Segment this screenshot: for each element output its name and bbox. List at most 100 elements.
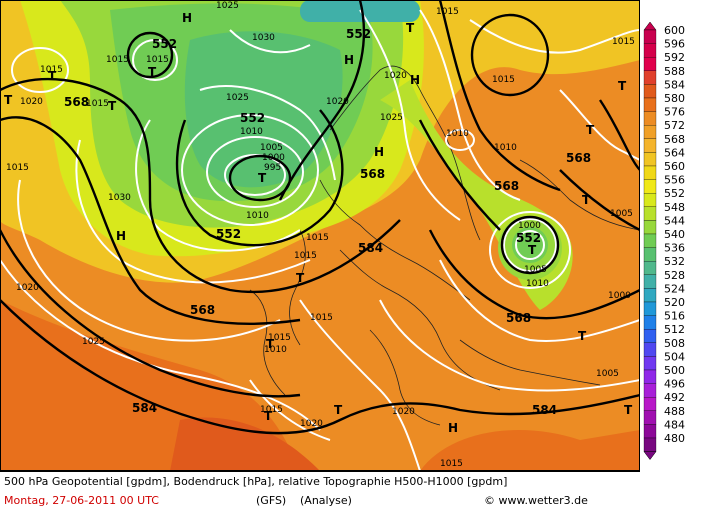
low-center-marker: T	[148, 65, 157, 79]
low-center-marker: T	[582, 193, 591, 207]
copyright-link[interactable]: © www.wetter3.de	[484, 494, 588, 507]
legend-tick-label: 532	[664, 255, 685, 268]
pressure-label: 1015	[6, 163, 29, 173]
high-center-marker: H	[344, 53, 354, 67]
field-teal	[184, 31, 343, 188]
legend-tick-label: 560	[664, 160, 685, 173]
pressure-label: 1000	[262, 153, 285, 163]
high-center-marker: H	[182, 11, 192, 25]
geopotential-label: 552	[346, 27, 371, 41]
legend-labels: 6005965925885845805765725685645605565525…	[664, 24, 685, 445]
legend-tick-label: 580	[664, 92, 685, 105]
geopotential-label: 568	[506, 311, 531, 325]
legend-swatch	[643, 410, 657, 425]
map-footer: 500 hPa Geopotential [gpdm], Bodendruck …	[0, 471, 640, 514]
low-center-marker: T	[296, 271, 305, 285]
geopotential-label: 552	[152, 37, 177, 51]
pressure-label: 1010	[246, 211, 269, 221]
legend-tick-label: 572	[664, 119, 685, 132]
legend-swatch	[643, 57, 657, 71]
pressure-label: 1015	[146, 55, 169, 65]
geopotential-label: 552	[216, 227, 241, 241]
legend-tick-label: 484	[664, 418, 685, 431]
pressure-label: 995	[264, 163, 281, 173]
legend-swatch	[643, 233, 657, 248]
legend-swatch	[643, 152, 657, 167]
legend-arrow-top	[643, 22, 657, 31]
legend-tick-label: 488	[664, 405, 685, 418]
legend-tick-label: 492	[664, 391, 685, 404]
low-center-marker: T	[48, 69, 57, 83]
pressure-label: 1030	[108, 193, 131, 203]
legend-tick-label: 544	[664, 214, 685, 227]
pressure-label: 1025	[216, 1, 239, 11]
legend-tick-label: 508	[664, 337, 685, 350]
legend-swatch	[643, 315, 657, 330]
low-center-marker: T	[406, 21, 415, 35]
geopotential-label: 568	[494, 179, 519, 193]
field-red-southeast	[420, 430, 640, 471]
pressure-label: 1020	[326, 97, 349, 107]
legend-tick-label: 596	[664, 38, 685, 51]
legend-swatch	[643, 70, 657, 85]
low-center-marker: T	[578, 329, 587, 343]
high-center-marker: H	[374, 145, 384, 159]
pressure-label: 1010	[264, 345, 287, 355]
legend-tick-label: 504	[664, 350, 685, 363]
legend-swatch	[643, 193, 657, 207]
color-scale-legend: 6005965925885845805765725685645605565525…	[643, 22, 685, 461]
legend-swatch	[643, 274, 657, 289]
legend-swatch	[643, 288, 657, 303]
legend-swatch	[643, 29, 657, 44]
legend-swatch	[643, 111, 657, 126]
coastlines	[249, 65, 640, 426]
pressure-label: 1005	[610, 209, 633, 219]
geopotential-label: 584	[132, 401, 157, 415]
pressure-label: 1025	[226, 93, 249, 103]
legend-swatch	[643, 383, 657, 398]
legend-tick-label: 564	[664, 146, 685, 159]
legend-tick-label: 536	[664, 242, 685, 255]
legend-swatch	[643, 342, 657, 357]
pressure-label: 1030	[252, 33, 275, 43]
pressure-label: 1020	[300, 419, 323, 429]
legend-tick-label: 528	[664, 269, 685, 282]
legend-tick-label: 540	[664, 228, 685, 241]
pressure-label: 1025	[380, 113, 403, 123]
low-center-marker: T	[4, 93, 13, 107]
legend-swatch	[643, 206, 657, 221]
low-center-marker: T	[266, 337, 275, 351]
pressure-label: 1015	[612, 37, 635, 47]
pressure-label: 1005	[524, 265, 547, 275]
legend-swatch	[643, 369, 657, 384]
legend-swatch	[643, 329, 657, 343]
legend-swatch	[643, 165, 657, 180]
isobars	[0, 9, 640, 471]
model-label: (GFS)	[256, 494, 287, 507]
field-red-south	[170, 417, 320, 471]
map-description: 500 hPa Geopotential [gpdm], Bodendruck …	[4, 475, 508, 488]
pressure-center-group: H H H H H H T T T T T T T T T T T T T T …	[4, 11, 633, 435]
geopotential-label: 568	[360, 167, 385, 181]
pressure-label: 1000	[518, 221, 541, 231]
high-center-marker: H	[448, 421, 458, 435]
legend-tick-label: 548	[664, 201, 685, 214]
low-center-marker: T	[618, 79, 627, 93]
low-center-marker: T	[624, 403, 633, 417]
pressure-label: 1020	[392, 407, 415, 417]
legend-swatch	[643, 43, 657, 58]
geopotential-label: 584	[532, 403, 557, 417]
geopotential-label-group: 552 552 552 552 552 568 568 568 568 568 …	[64, 27, 591, 417]
geopotential-label: 568	[190, 303, 215, 317]
legend-arrow-bottom	[643, 451, 657, 461]
legend-bars	[643, 22, 657, 461]
geopotential-label: 552	[240, 111, 265, 125]
pressure-label: 1015	[40, 65, 63, 75]
analysis-label: (Analyse)	[300, 494, 352, 507]
pressure-label: 1010	[526, 279, 549, 289]
high-center-marker: H	[410, 73, 420, 87]
pressure-label: 1015	[268, 333, 291, 343]
pressure-label: 1015	[440, 459, 463, 469]
map-date: Montag, 27-06-2011 00 UTC	[4, 494, 159, 507]
pressure-label: 1015	[86, 99, 109, 109]
